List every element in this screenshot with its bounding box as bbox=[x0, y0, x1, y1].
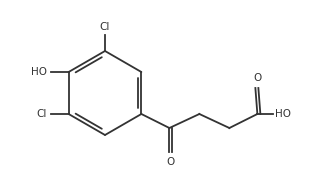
Text: HO: HO bbox=[31, 67, 46, 77]
Text: O: O bbox=[167, 157, 175, 167]
Text: Cl: Cl bbox=[100, 22, 110, 32]
Text: O: O bbox=[254, 73, 262, 83]
Text: HO: HO bbox=[275, 109, 291, 119]
Text: Cl: Cl bbox=[36, 109, 46, 119]
